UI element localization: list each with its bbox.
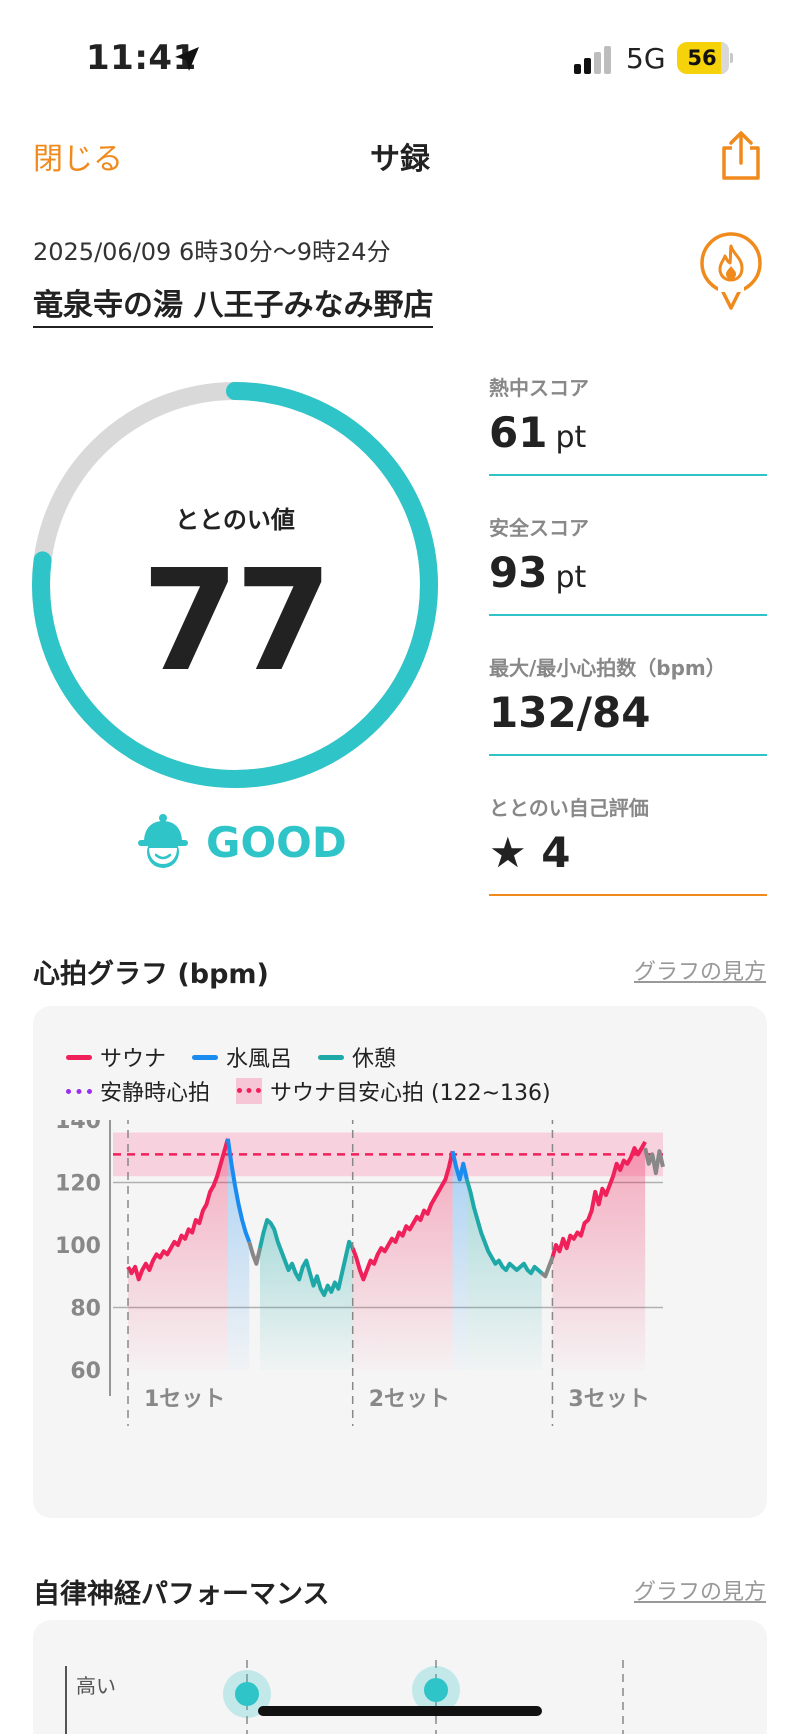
- status-time: 11:41: [86, 38, 197, 78]
- heart-graph-help-link[interactable]: グラフの見方: [633, 960, 766, 985]
- set-label: 3セット: [568, 1387, 649, 1412]
- heart-rate-chart: 140 120 100 80 60 1セット 2セット 3セット: [55, 1120, 665, 1426]
- metric-value: 93 pt: [489, 548, 587, 597]
- legend-rest: 休憩: [318, 1041, 396, 1073]
- hr-line-transition: [540, 1256, 555, 1279]
- metric-label: ととのい自己評価: [489, 796, 649, 820]
- y-tick-label: 80: [70, 1297, 101, 1322]
- autonomic-title: 自律神経パフォーマンス: [33, 1579, 330, 1610]
- autonomic-point: [424, 1678, 448, 1702]
- hr-area-rest: [259, 1220, 353, 1370]
- metric-heat-score: 熱中スコア 61 pt: [489, 372, 767, 492]
- legend-sauna: サウナ: [66, 1041, 166, 1073]
- hr-area-sauna: [128, 1138, 228, 1370]
- share-icon[interactable]: [718, 130, 764, 182]
- legend-cold-bath: 水風呂: [192, 1041, 292, 1073]
- hr-area-sauna: [352, 1151, 453, 1370]
- hr-area-cold-bath: [227, 1138, 250, 1370]
- hr-area-rest: [466, 1179, 542, 1370]
- set-label: 1セット: [144, 1387, 225, 1412]
- y-tick-label: 140: [55, 1120, 101, 1134]
- page-title: サ録: [370, 142, 430, 177]
- network-type: 5G: [626, 42, 666, 75]
- hr-line-sauna: [350, 1150, 455, 1282]
- autonomic-y-label: 高い: [76, 1674, 116, 1698]
- legend-sauna-target: サウナ目安心拍 (122~136): [236, 1075, 551, 1107]
- hr-line-transition: [643, 1147, 665, 1176]
- sauna-hat-mascot-icon: [138, 814, 188, 868]
- hr-line-rest: [258, 1218, 355, 1297]
- cellular-signal-icon: [574, 46, 611, 74]
- y-tick-label: 100: [55, 1234, 101, 1259]
- status-bar: 11:41 5G 56: [0, 0, 800, 118]
- autonomic-point: [235, 1682, 259, 1706]
- location-arrow-icon: [175, 47, 199, 71]
- totonoi-gauge-fill: [32, 382, 438, 788]
- battery-level: 56: [687, 46, 717, 70]
- hr-area-cold-bath: [452, 1151, 467, 1370]
- y-tick-label: 120: [55, 1172, 101, 1197]
- autonomic-chart: [65, 1660, 624, 1734]
- hr-line-cold-bath: [450, 1150, 469, 1182]
- metric-value: ★ 4: [489, 828, 571, 877]
- totonoi-label: ととのい値: [175, 506, 295, 534]
- metric-label: 安全スコア: [489, 516, 589, 540]
- totonoi-gauge: [32, 382, 438, 788]
- set-label: 2セット: [369, 1387, 450, 1412]
- hr-line-rest: [464, 1178, 544, 1276]
- metric-label: 最大/最小心拍数（bpm）: [489, 656, 726, 680]
- legend-resting-hr: 安静時心拍: [66, 1075, 210, 1107]
- hr-area-sauna: [552, 1141, 646, 1370]
- autonomic-help-link[interactable]: グラフの見方: [633, 1580, 766, 1605]
- session-date-range: 2025/06/09 6時30分〜9時24分: [33, 238, 391, 266]
- facility-link[interactable]: 竜泉寺の湯 八王子みなみ野店: [33, 280, 434, 328]
- hr-line-transition: [247, 1241, 262, 1266]
- home-indicator: [258, 1706, 542, 1716]
- metric-safety-score: 安全スコア 93 pt: [489, 512, 767, 632]
- fire-pin-icon[interactable]: [696, 232, 766, 312]
- y-tick-label: 60: [70, 1359, 101, 1384]
- hr-line-sauna: [126, 1138, 230, 1282]
- totonoi-grade: GOOD: [206, 818, 347, 867]
- metric-value: 61 pt: [489, 408, 587, 457]
- battery-icon: 56: [677, 42, 733, 74]
- metric-self-rating[interactable]: ととのい自己評価 ★ 4: [489, 792, 767, 912]
- hr-line-cold-bath: [225, 1138, 252, 1243]
- heart-graph-legend: サウナ 水風呂 休憩 安静時心拍 サウナ目安心拍 (122~136): [66, 1040, 746, 1108]
- close-button[interactable]: 閉じる: [33, 142, 123, 177]
- metric-label: 熱中スコア: [489, 376, 589, 400]
- hr-line-sauna: [550, 1140, 647, 1259]
- metric-heart-rate-range: 最大/最小心拍数（bpm） 132/84: [489, 652, 767, 772]
- heart-graph-title: 心拍グラフ (bpm): [33, 959, 269, 990]
- metric-value: 132/84: [489, 688, 651, 737]
- totonoi-value: 77: [141, 540, 333, 703]
